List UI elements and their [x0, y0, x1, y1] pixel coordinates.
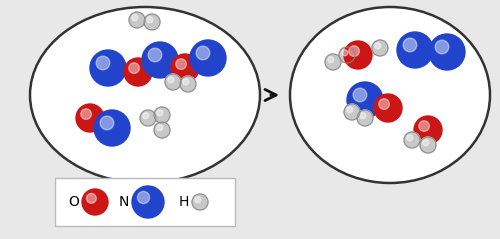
- Circle shape: [328, 57, 334, 63]
- Circle shape: [82, 189, 108, 215]
- Circle shape: [435, 40, 449, 54]
- Circle shape: [129, 63, 140, 73]
- Circle shape: [142, 113, 149, 119]
- Circle shape: [353, 88, 367, 102]
- Circle shape: [429, 34, 465, 70]
- Circle shape: [146, 17, 153, 23]
- Circle shape: [129, 12, 145, 28]
- Text: O: O: [68, 195, 79, 209]
- Circle shape: [100, 116, 114, 130]
- Circle shape: [132, 15, 138, 21]
- Circle shape: [142, 42, 178, 78]
- Circle shape: [379, 99, 390, 109]
- Circle shape: [182, 79, 189, 85]
- Circle shape: [357, 110, 373, 126]
- Circle shape: [404, 132, 420, 148]
- Circle shape: [339, 47, 355, 63]
- Circle shape: [419, 121, 430, 131]
- Circle shape: [90, 50, 126, 86]
- Circle shape: [156, 125, 163, 131]
- Circle shape: [165, 74, 181, 90]
- Circle shape: [192, 194, 208, 210]
- Circle shape: [180, 76, 196, 92]
- Circle shape: [346, 107, 353, 113]
- Circle shape: [422, 140, 429, 146]
- Circle shape: [140, 110, 156, 126]
- Circle shape: [176, 59, 186, 69]
- Circle shape: [156, 110, 163, 116]
- Circle shape: [194, 197, 201, 203]
- Ellipse shape: [30, 7, 260, 183]
- Circle shape: [86, 193, 97, 203]
- Circle shape: [403, 38, 417, 52]
- Circle shape: [420, 137, 436, 153]
- Text: N: N: [118, 195, 129, 209]
- Circle shape: [342, 50, 348, 56]
- Circle shape: [81, 109, 92, 120]
- Circle shape: [349, 46, 360, 56]
- Circle shape: [374, 94, 402, 122]
- Circle shape: [344, 41, 372, 69]
- Circle shape: [196, 46, 210, 60]
- Circle shape: [94, 110, 130, 146]
- Circle shape: [397, 32, 433, 68]
- Ellipse shape: [290, 7, 490, 183]
- Circle shape: [347, 82, 383, 118]
- Circle shape: [124, 58, 152, 86]
- Circle shape: [168, 77, 174, 83]
- Circle shape: [372, 40, 388, 56]
- Circle shape: [171, 54, 199, 82]
- Circle shape: [154, 107, 170, 123]
- Circle shape: [374, 43, 381, 49]
- Circle shape: [96, 56, 110, 70]
- Circle shape: [132, 186, 164, 218]
- Circle shape: [144, 14, 160, 30]
- Circle shape: [154, 122, 170, 138]
- Circle shape: [414, 116, 442, 144]
- Circle shape: [344, 104, 360, 120]
- FancyBboxPatch shape: [55, 178, 235, 226]
- Circle shape: [148, 48, 162, 62]
- Circle shape: [360, 113, 366, 119]
- Circle shape: [138, 191, 149, 204]
- Circle shape: [325, 54, 341, 70]
- Circle shape: [190, 40, 226, 76]
- Text: H: H: [178, 195, 189, 209]
- Circle shape: [406, 135, 413, 141]
- Circle shape: [76, 104, 104, 132]
